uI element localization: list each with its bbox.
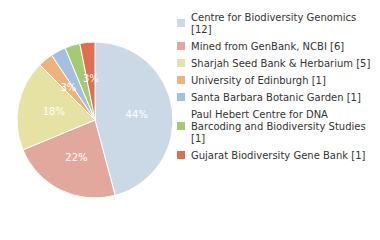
svg-text:3%: 3% [60,82,76,93]
svg-text:Sharjah Seed Bank & Herbarium: Sharjah Seed Bank & Herbarium [5] [191,58,370,69]
svg-text:Mined from GenBank, NCBI [6]: Mined from GenBank, NCBI [6] [191,41,344,52]
svg-text:[12]: [12] [191,24,212,35]
svg-text:Barcoding and Biodiversity Stu: Barcoding and Biodiversity Studies [191,121,369,132]
svg-text:Santa Barbara Botanic Garden [: Santa Barbara Botanic Garden [1] [191,92,361,103]
svg-text:[1]: [1] [191,133,205,144]
svg-text:University of Edinburgh [1]: University of Edinburgh [1] [191,75,326,86]
svg-text:Paul Hebert Centre for DNA: Paul Hebert Centre for DNA [191,109,331,120]
svg-text:18%: 18% [43,106,65,117]
svg-text:22%: 22% [65,152,87,163]
svg-text:44%: 44% [126,109,148,120]
svg-text:3%: 3% [83,73,99,84]
svg-text:Gujarat Biodiversity Gene Bank: Gujarat Biodiversity Gene Bank [1] [191,150,366,161]
svg-text:Centre for Biodiversity Genomi: Centre for Biodiversity Genomics [191,12,359,23]
